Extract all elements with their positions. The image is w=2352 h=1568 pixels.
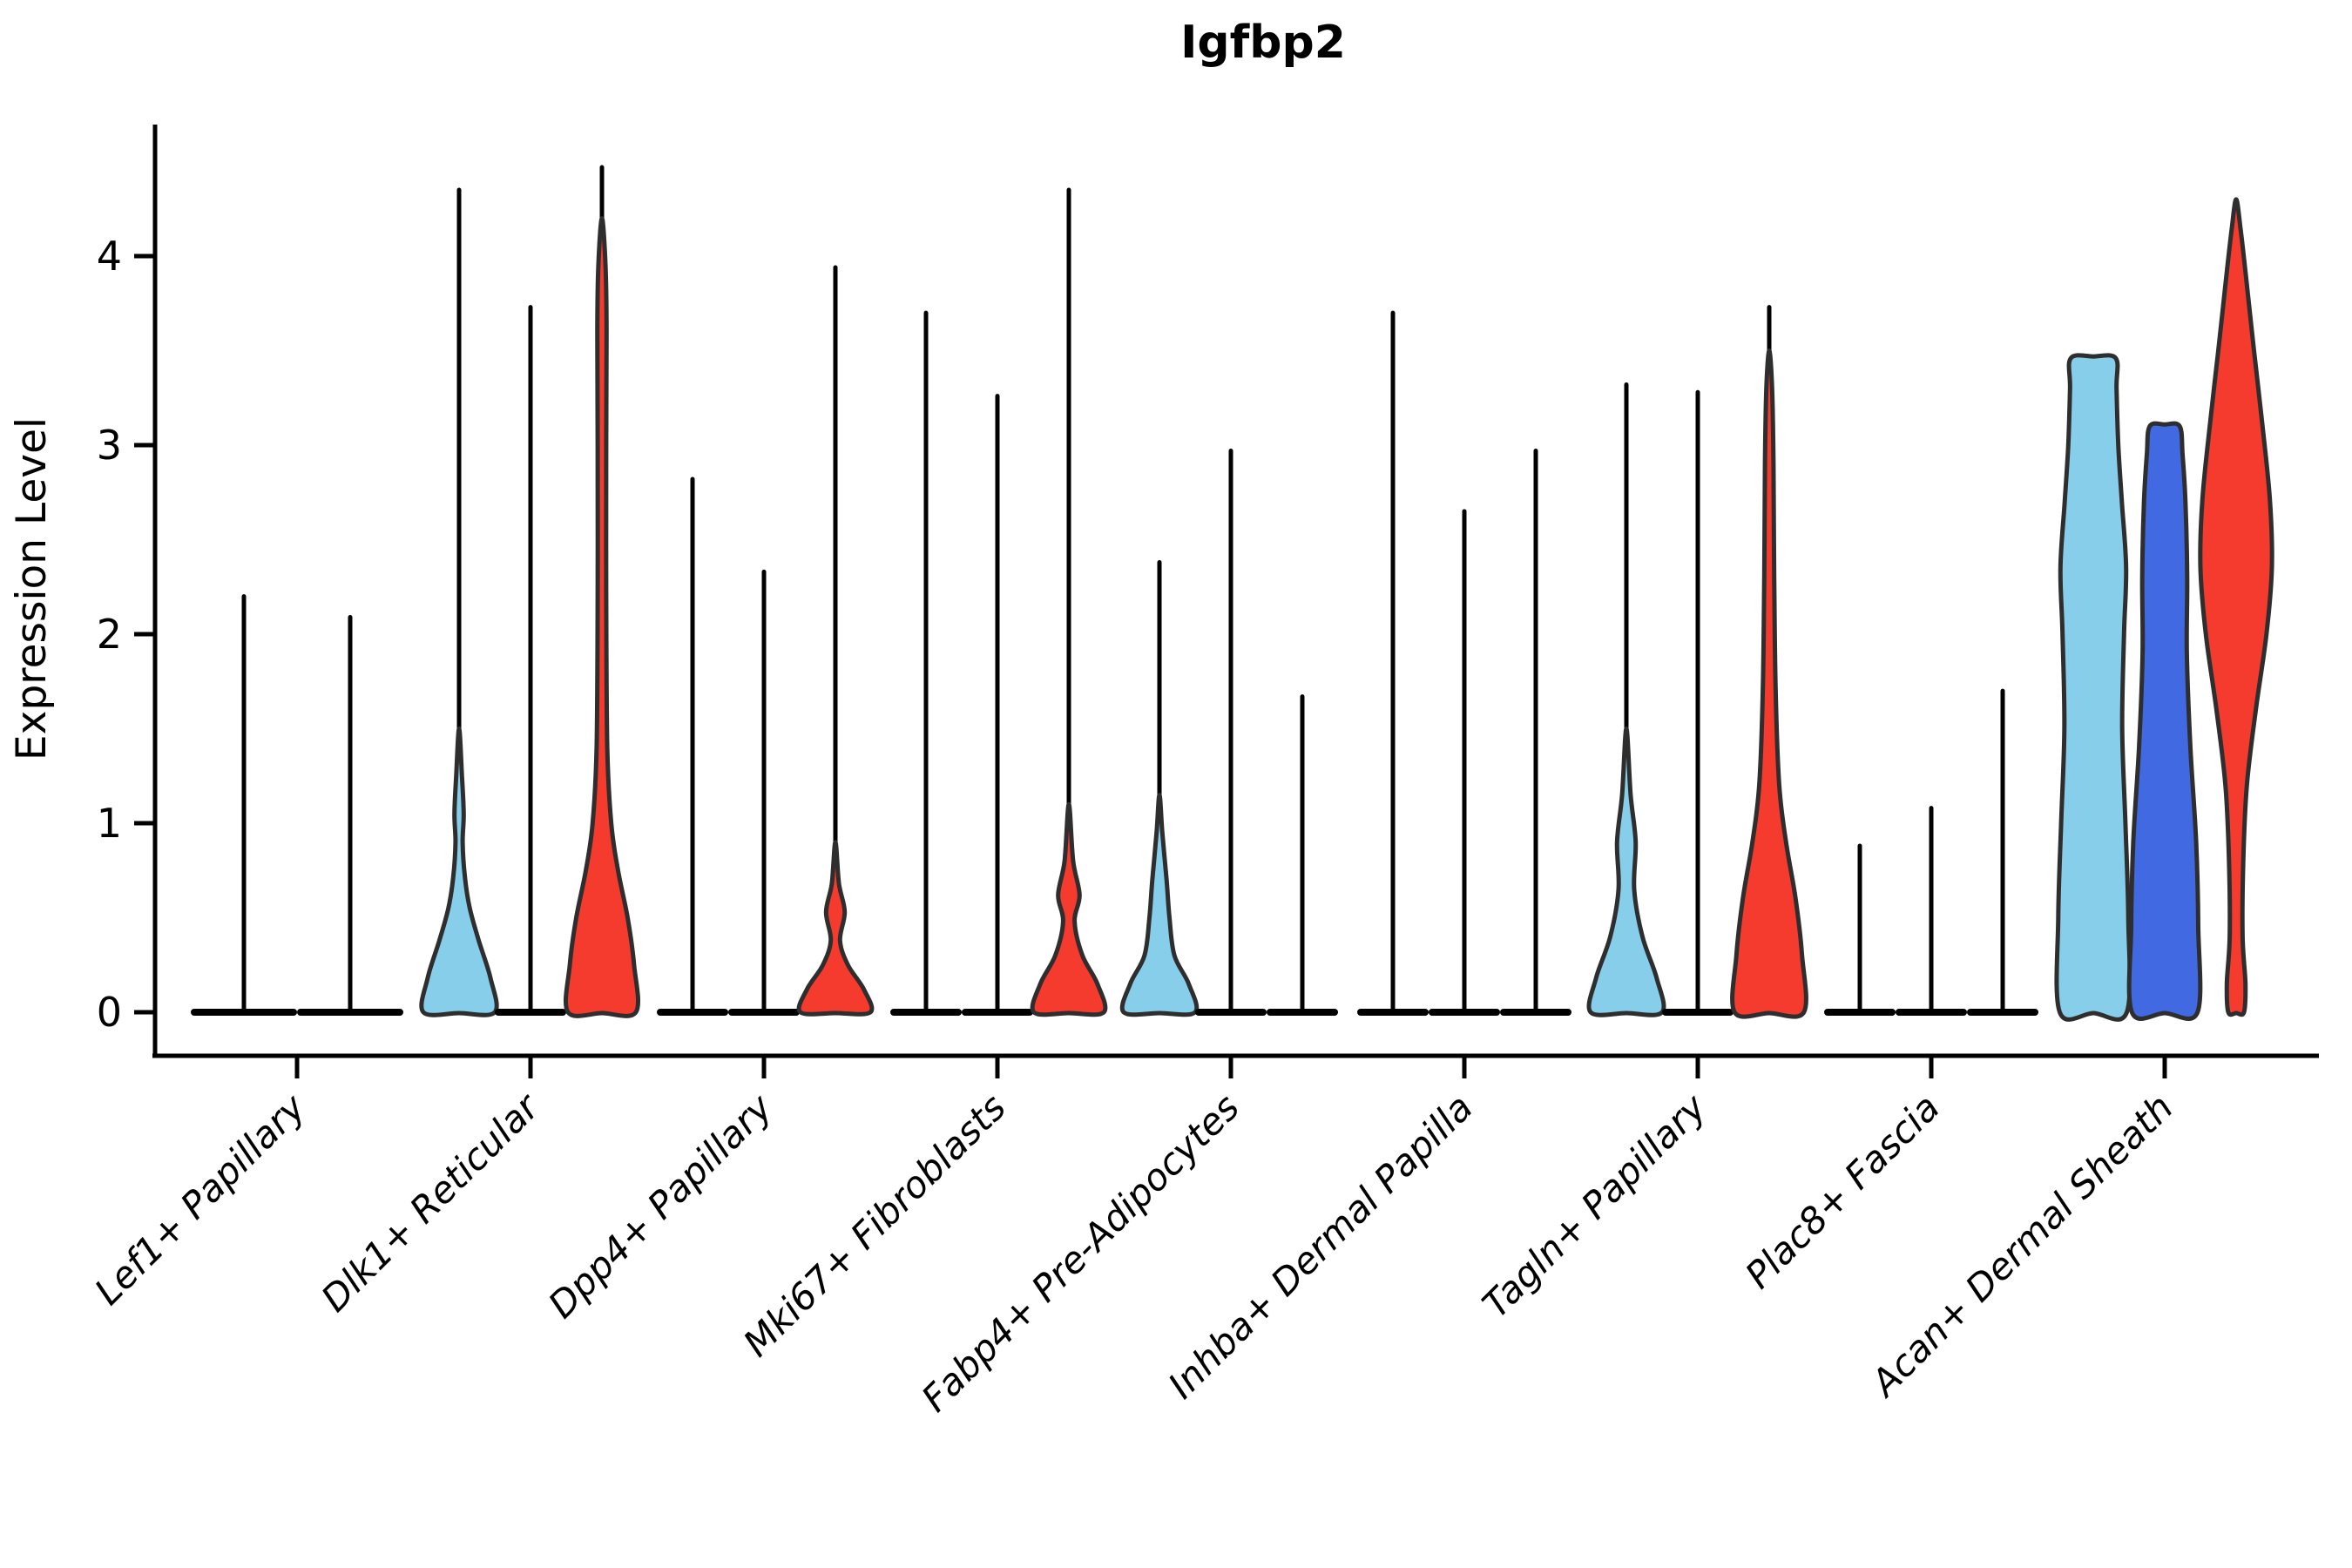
x-tick-label: Dpp4+ Papillary: [540, 1085, 781, 1327]
y-tick-label: 3: [97, 422, 122, 469]
violin-mki67-fibroblasts-red: [1030, 801, 1108, 1017]
violin-tagln-papillary-skyblue: [1586, 727, 1666, 1017]
violin-acan-dermal-sheath-skyblue: [2054, 353, 2132, 1022]
y-tick-label: 2: [97, 611, 122, 658]
violin-acan-dermal-sheath-royalblue: [2126, 421, 2203, 1022]
violin-fabp4-pre-adipocytes-skyblue: [1119, 793, 1200, 1017]
plot-area: 0 1 2 3 4 Lef1+ Papillary Dlk1+ ReticularDpp4+…: [86, 125, 2319, 1420]
x-tick-label: Mki67+ Fibroblasts: [735, 1085, 1014, 1364]
chart-title: Igfbp2: [1180, 17, 1346, 69]
violin-dlk1-reticular-red: [564, 216, 640, 1018]
y-tick-label: 1: [97, 800, 122, 847]
violin-dlk1-reticular-skyblue: [419, 727, 499, 1017]
x-tick-label: Tagln+ Papillary: [1474, 1085, 1715, 1327]
violin-dpp4-papillary-red: [796, 840, 875, 1017]
x-tick-label: Plac8+ Fascia: [1737, 1085, 1948, 1296]
y-axis-label: Expression Level: [8, 417, 56, 760]
y-tick-label: 4: [97, 233, 122, 280]
violin-acan-dermal-sheath-red: [2198, 197, 2274, 1017]
y-tick-label: 0: [97, 989, 122, 1036]
x-tick-label: Dlk1+ Reticular: [313, 1084, 549, 1320]
x-tick-label: Lef1+ Papillary: [86, 1085, 314, 1314]
violin-tagln-papillary-red: [1730, 348, 1808, 1019]
